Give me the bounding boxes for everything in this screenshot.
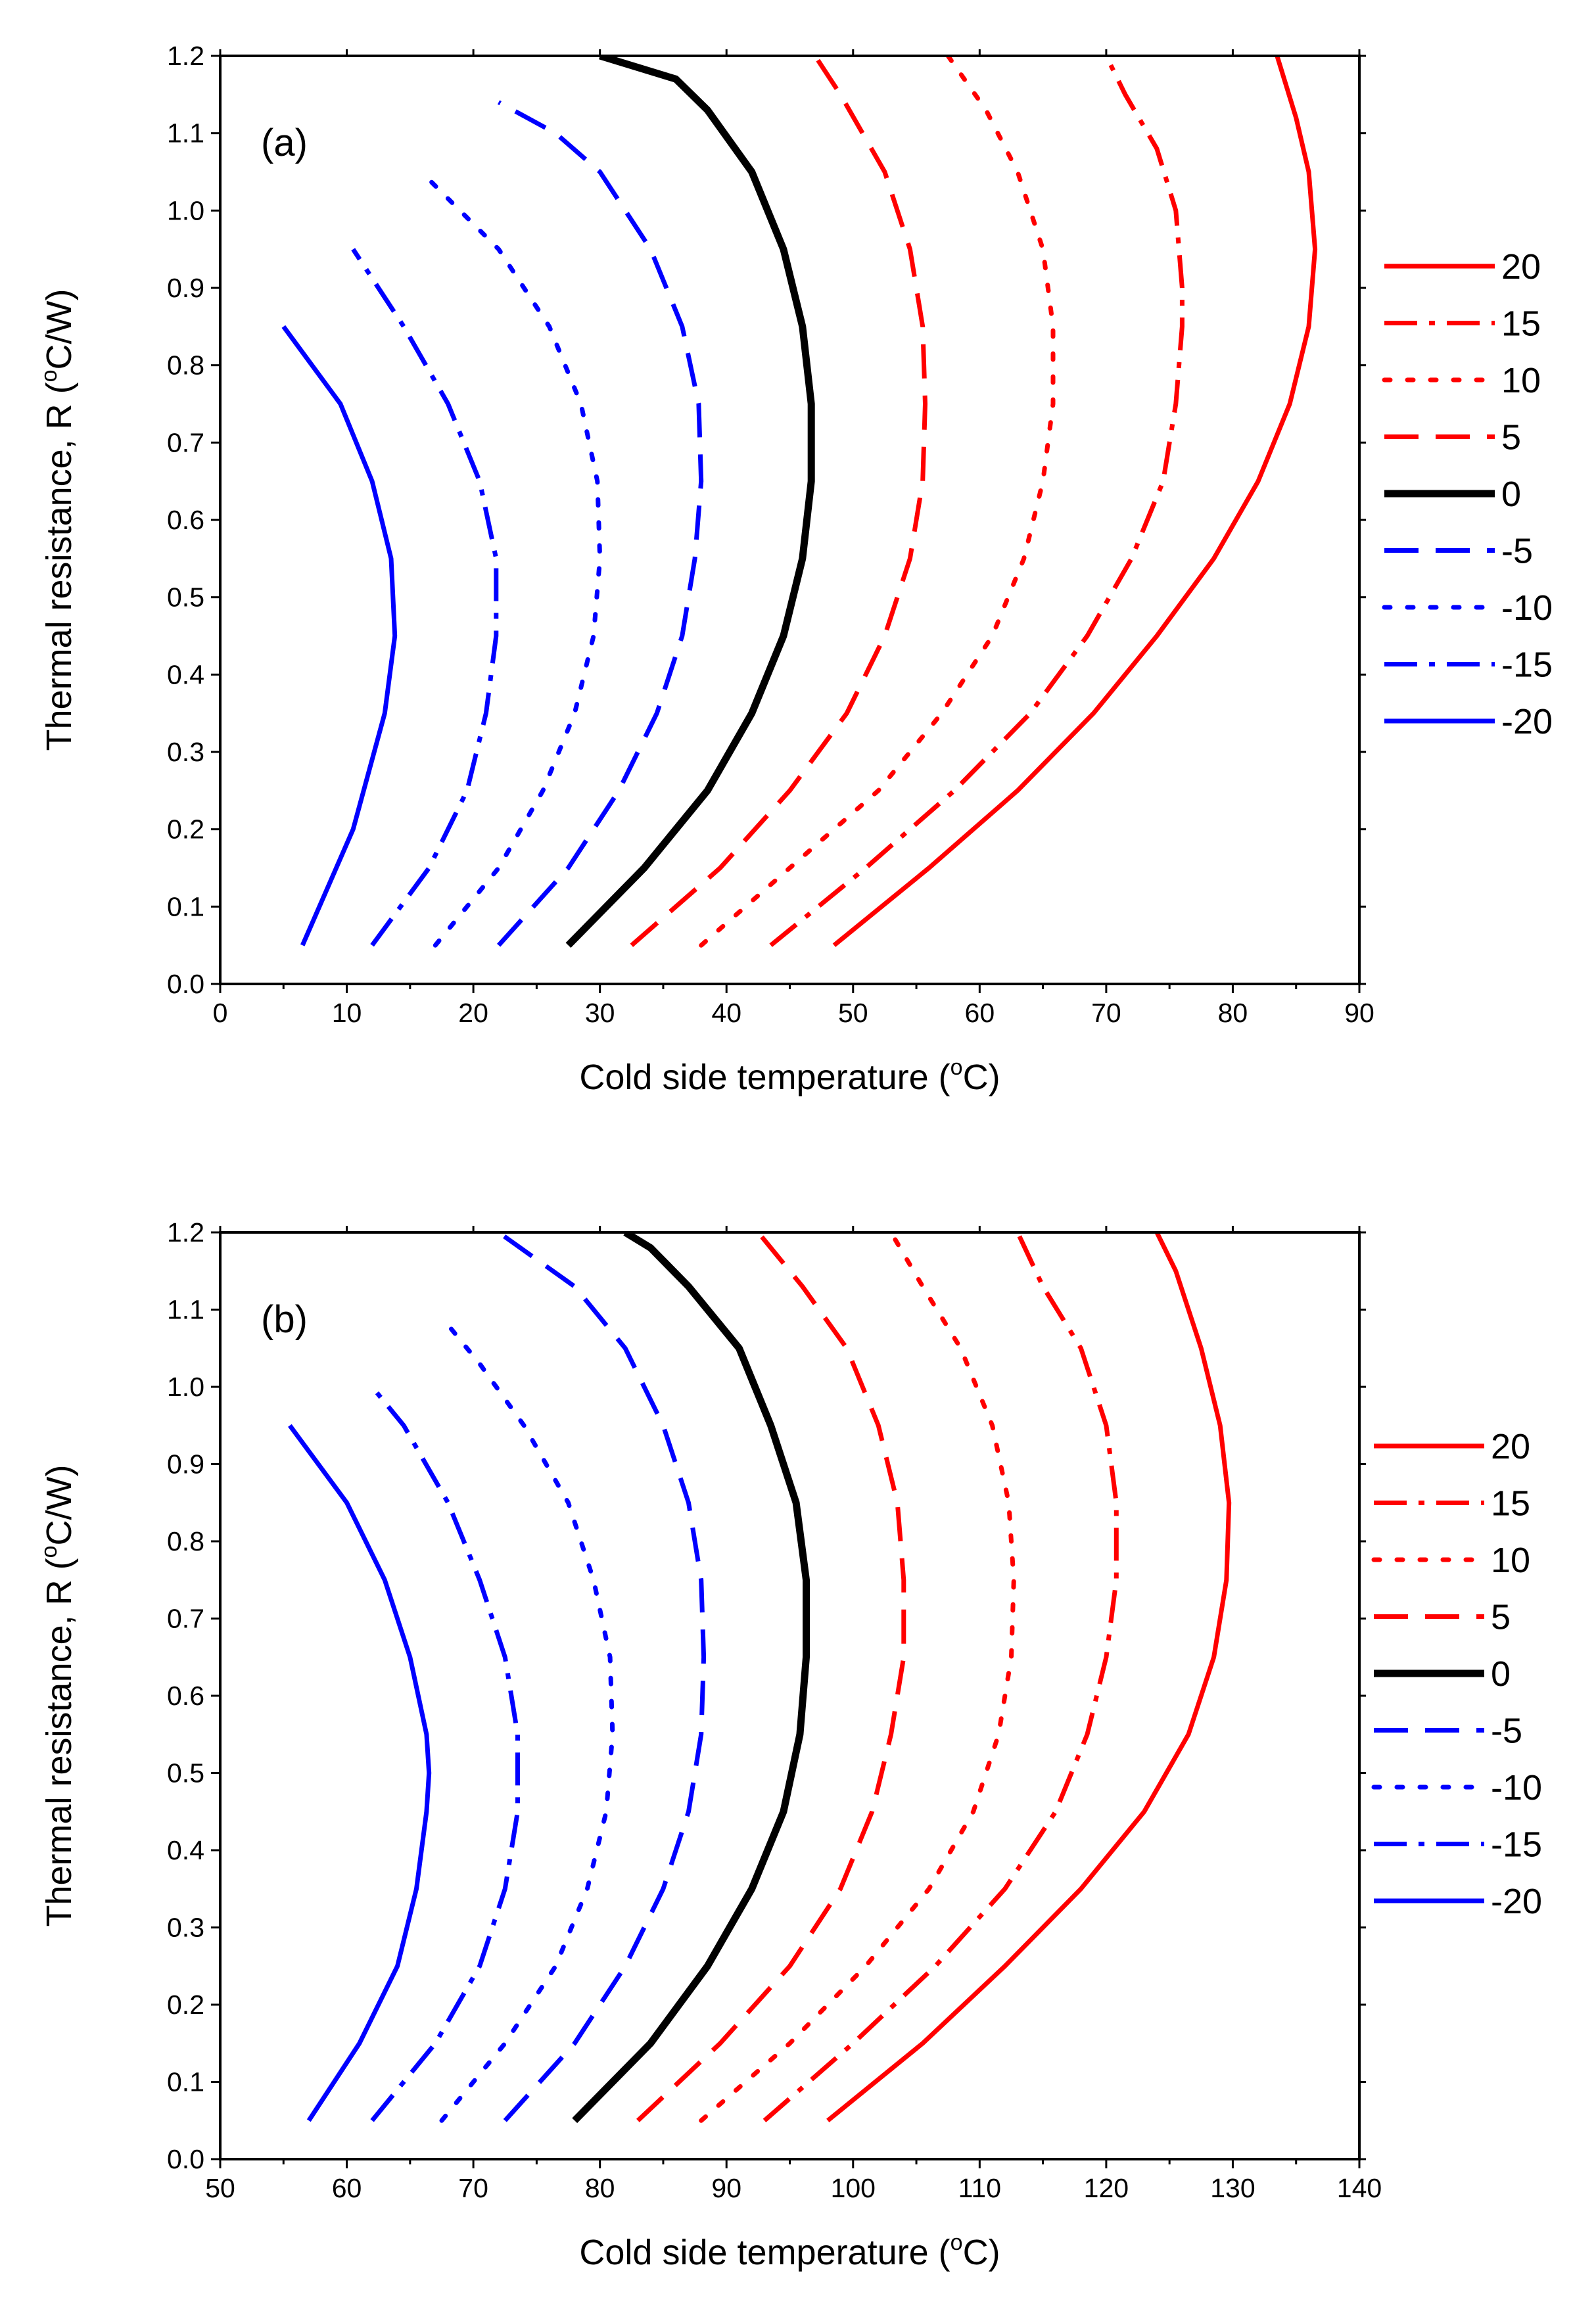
y-axis-title: Thermal resistance, R (oC/W) bbox=[37, 289, 79, 751]
y-tick-label: 0.2 bbox=[167, 1990, 204, 2020]
x-tick-label: 50 bbox=[838, 998, 868, 1028]
legend-label-15: 15 bbox=[1501, 304, 1541, 344]
y-tick-label: 0.9 bbox=[167, 273, 204, 303]
legend-label-20: 20 bbox=[1491, 1427, 1530, 1466]
y-tick-label: 1.0 bbox=[167, 1372, 204, 1402]
x-tick-label: 110 bbox=[958, 2173, 1001, 2203]
legend-label--15: -15 bbox=[1491, 1825, 1542, 1865]
series-group bbox=[281, 56, 1318, 948]
legend-label-5: 5 bbox=[1501, 418, 1521, 457]
y-tick-label: 0.9 bbox=[167, 1449, 204, 1480]
y-tick-label: 1.2 bbox=[167, 41, 204, 71]
x-tick-label: 0 bbox=[213, 998, 228, 1028]
y-tick-label: 0.4 bbox=[167, 1835, 204, 1865]
y-tick-label: 0.2 bbox=[167, 814, 204, 845]
legend-label-0: 0 bbox=[1501, 475, 1521, 514]
x-tick-label: 60 bbox=[965, 998, 995, 1028]
x-tick-label: 70 bbox=[1091, 998, 1121, 1028]
y-tick-label: 1.1 bbox=[167, 1295, 204, 1325]
y-tick-label: 0.5 bbox=[167, 1758, 204, 1788]
x-tick-label: 70 bbox=[458, 2173, 488, 2203]
x-axis-title: Cold side temperature (oC) bbox=[579, 2230, 1000, 2272]
series-line--15 bbox=[351, 248, 499, 947]
legend: 20 15 10 5 0 -5 -10 -15 -20 bbox=[1371, 1427, 1542, 1921]
x-tick-label: 130 bbox=[1210, 2173, 1255, 2203]
legend-label-15: 15 bbox=[1491, 1484, 1530, 1524]
y-tick-label: 0.7 bbox=[167, 1604, 204, 1634]
y-tick-label: 1.2 bbox=[167, 1217, 204, 1248]
series-line-15 bbox=[763, 1232, 1119, 2122]
y-tick-label: 0.3 bbox=[167, 737, 204, 767]
x-tick-label: 100 bbox=[831, 2173, 876, 2203]
series-line-0 bbox=[572, 1232, 810, 2124]
series-line--5 bbox=[497, 1232, 707, 2122]
legend-label--5: -5 bbox=[1491, 1712, 1522, 1751]
series-line-10 bbox=[699, 1232, 1016, 2123]
x-tick-label: 50 bbox=[205, 2173, 235, 2203]
x-tick-label: 20 bbox=[458, 998, 488, 1028]
panel-label: (b) bbox=[261, 1298, 308, 1341]
x-tick-label: 60 bbox=[332, 2173, 362, 2203]
series-line-10 bbox=[699, 56, 1056, 948]
x-tick-label: 90 bbox=[711, 2173, 741, 2203]
legend-label-5: 5 bbox=[1491, 1598, 1511, 1637]
legend-label-20: 20 bbox=[1501, 247, 1541, 287]
chart-panel-b: 50 60 70 80 90 100 110 120 130 1400.00.10.20.30.4… bbox=[37, 1217, 1542, 2272]
series-line--15 bbox=[370, 1385, 520, 2122]
y-tick-label: 0.1 bbox=[167, 891, 204, 921]
x-axis-title: Cold side temperature (oC) bbox=[579, 1055, 1000, 1097]
y-tick-label: 0.3 bbox=[167, 1913, 204, 1943]
y-tick-label: 0.0 bbox=[167, 969, 204, 999]
y-tick-label: 0.6 bbox=[167, 505, 204, 535]
chart-panel-a: 0 10 20 30 40 50 60 70 80 900.00.10.20.30.40.50.6… bbox=[37, 41, 1553, 1097]
series-line--5 bbox=[496, 100, 704, 947]
y-tick-label: 1.0 bbox=[167, 195, 204, 225]
x-tick-label: 40 bbox=[711, 998, 741, 1028]
x-tick-label: 30 bbox=[585, 998, 615, 1028]
legend-label-10: 10 bbox=[1491, 1541, 1530, 1580]
series-line--10 bbox=[427, 177, 603, 948]
legend-label--5: -5 bbox=[1501, 532, 1533, 571]
y-tick-label: 0.8 bbox=[167, 350, 204, 381]
series-line--20 bbox=[288, 1424, 432, 2122]
x-tick-label: 120 bbox=[1084, 2173, 1129, 2203]
x-tick-label: 10 bbox=[332, 998, 362, 1028]
legend-label-10: 10 bbox=[1501, 361, 1541, 400]
y-tick-label: 0.8 bbox=[167, 1526, 204, 1556]
x-tick-label: 140 bbox=[1337, 2173, 1382, 2203]
legend-label--10: -10 bbox=[1501, 588, 1553, 628]
x-tick-label: 90 bbox=[1344, 998, 1374, 1028]
y-tick-label: 1.1 bbox=[167, 118, 204, 149]
legend: 20 15 10 5 0 -5 -10 -15 -20 bbox=[1382, 247, 1553, 741]
legend-label--20: -20 bbox=[1501, 702, 1553, 741]
panel-label: (a) bbox=[261, 122, 308, 164]
legend-label--20: -20 bbox=[1491, 1882, 1542, 1921]
series-line-5 bbox=[636, 1232, 906, 2122]
series-line--20 bbox=[281, 325, 398, 946]
x-tick-label: 80 bbox=[585, 2173, 615, 2203]
series-line-15 bbox=[769, 56, 1185, 947]
y-tick-label: 0.0 bbox=[167, 2144, 204, 2174]
y-tick-label: 0.4 bbox=[167, 659, 204, 689]
y-tick-label: 0.7 bbox=[167, 427, 204, 457]
legend-label-0: 0 bbox=[1491, 1654, 1511, 1694]
series-line-20 bbox=[826, 1232, 1232, 2123]
series-line-5 bbox=[630, 56, 927, 947]
series-group bbox=[288, 1232, 1232, 2124]
y-tick-label: 0.1 bbox=[167, 2067, 204, 2097]
x-tick-label: 80 bbox=[1218, 998, 1248, 1028]
y-tick-label: 0.6 bbox=[167, 1681, 204, 1711]
series-line-0 bbox=[565, 56, 815, 948]
y-axis-title: Thermal resistance, R (oC/W) bbox=[37, 1464, 79, 1926]
legend-label--15: -15 bbox=[1501, 645, 1553, 685]
series-line-20 bbox=[832, 56, 1318, 947]
legend-label--10: -10 bbox=[1491, 1768, 1542, 1808]
y-tick-label: 0.5 bbox=[167, 582, 204, 613]
